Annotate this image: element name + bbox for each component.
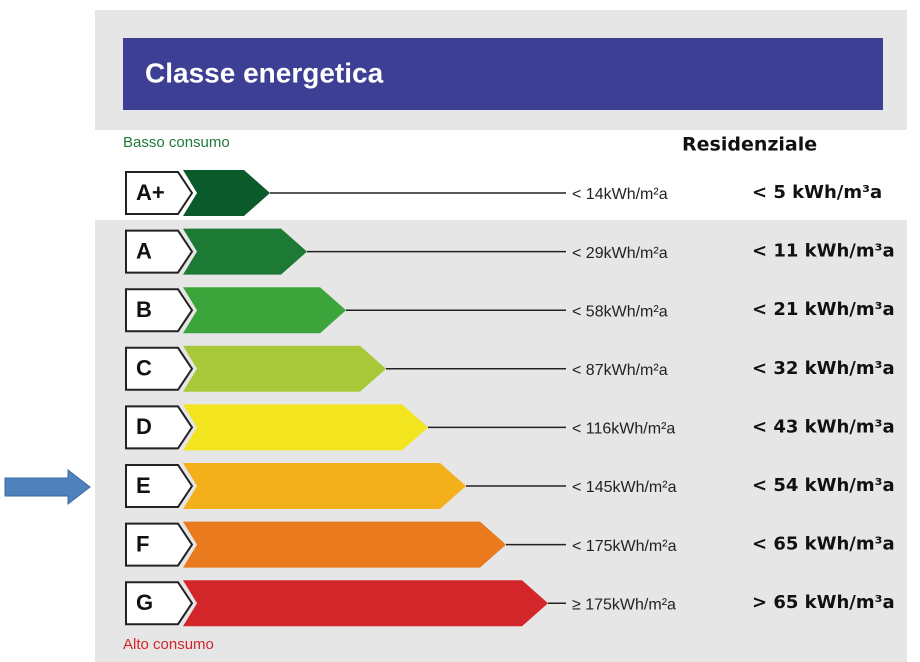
residential-value: < 11 kWh/m³a: [752, 241, 895, 262]
residential-value: < 54 kWh/m³a: [752, 475, 895, 496]
letter-box: [125, 288, 194, 333]
class-arrow: [183, 287, 346, 334]
high-label: Alto consumo: [123, 636, 214, 653]
class-arrow: [183, 580, 548, 627]
class-arrow: [183, 228, 307, 275]
threshold: < 58kWh/m²a: [572, 303, 668, 320]
residential-value: < 43 kWh/m³a: [752, 416, 895, 437]
threshold: < 116kWh/m²a: [572, 421, 675, 438]
residential-value: < 21 kWh/m³a: [752, 299, 895, 320]
class-letter: A: [136, 238, 152, 263]
class-arrow: [183, 463, 466, 509]
letter-box: [125, 581, 194, 626]
threshold: < 29kWh/m²a: [572, 245, 668, 262]
residential-value: < 5 kWh/m³a: [752, 182, 882, 203]
indicator-arrow: [4, 468, 91, 506]
residential-value: < 32 kWh/m³a: [752, 358, 895, 379]
class-arrow: [183, 345, 386, 392]
threshold: < 175kWh/m²a: [572, 538, 677, 555]
letter-box: [125, 171, 194, 215]
residential-value: > 65 kWh/m³a: [752, 592, 895, 613]
class-letter: D: [136, 414, 152, 439]
class-letter: E: [136, 473, 151, 498]
class-arrow: [183, 404, 428, 451]
class-arrow: [183, 170, 270, 216]
class-letter: F: [136, 531, 149, 556]
class-arrow: [183, 521, 506, 568]
letter-box: [125, 229, 194, 274]
threshold: < 14kWh/m²a: [572, 186, 668, 203]
class-letter: C: [136, 356, 152, 381]
low-label: Basso consumo: [123, 134, 230, 151]
threshold: ≥ 175kWh/m²a: [572, 596, 676, 613]
threshold: < 87kWh/m²a: [572, 362, 668, 379]
letter-box: [125, 522, 194, 567]
class-letter: G: [136, 590, 153, 615]
threshold: < 145kWh/m²a: [572, 479, 677, 496]
class-letter: B: [136, 297, 152, 322]
column-title: Residenziale: [682, 134, 817, 156]
title-banner: [123, 38, 883, 110]
letter-box: [125, 464, 194, 508]
class-letter: A+: [136, 180, 165, 205]
letter-box: [125, 346, 194, 391]
title: Classe energetica: [145, 57, 384, 88]
letter-box: [125, 405, 194, 450]
residential-value: < 65 kWh/m³a: [752, 534, 895, 555]
